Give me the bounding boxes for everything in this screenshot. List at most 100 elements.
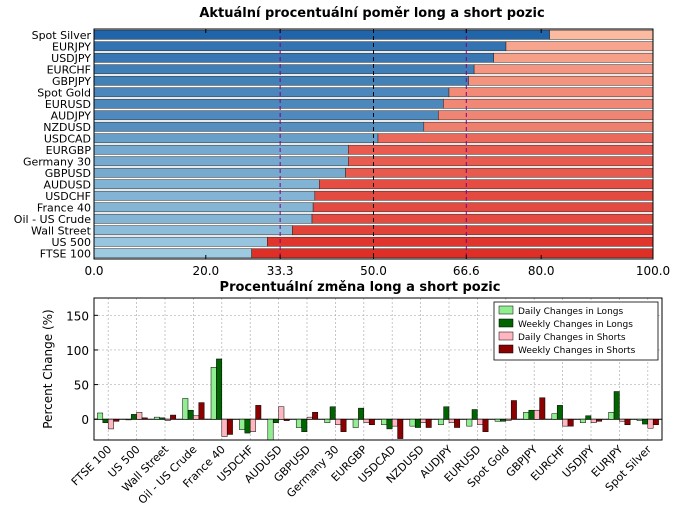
- chart1-reference-lines: [279, 29, 467, 259]
- bar-2-13: [477, 418, 484, 426]
- category-label-14: Spot Gold: [37, 86, 91, 99]
- category-label-17: USDJPY: [51, 52, 91, 65]
- bar-1-12: [443, 406, 450, 420]
- category-label-11: NZDUSD: [43, 121, 91, 134]
- bar-0-16: [551, 413, 558, 420]
- short-bar-16: [473, 64, 654, 75]
- long-bar-19: [93, 29, 550, 40]
- bar-3-3: [198, 402, 205, 420]
- bar-2-15: [533, 409, 540, 420]
- bar-3-14: [510, 400, 517, 420]
- bar-2-3: [193, 415, 200, 420]
- short-bar-9: [348, 144, 654, 155]
- legend-label-0: Daily Changes in Longs: [518, 307, 623, 317]
- chart2-legend: Daily Changes in Longs Weekly Changes in …: [493, 301, 659, 361]
- short-bar-1: [267, 236, 654, 247]
- bar-0-8: [324, 418, 331, 423]
- bar-0-0: [97, 412, 104, 420]
- bar-1-17: [585, 415, 592, 420]
- bar-1-10: [386, 418, 393, 430]
- bar-2-2: [164, 418, 171, 421]
- bar-0-2: [153, 416, 160, 420]
- bar-2-5: [249, 418, 256, 432]
- bar-3-5: [255, 405, 262, 420]
- chart2-title: Procentuální změna long a short pozic: [220, 280, 501, 295]
- category-label-7: GBPUSD: [45, 167, 91, 180]
- bar-0-12: [437, 418, 444, 426]
- bar-3-19: [652, 418, 659, 426]
- bar-0-7: [295, 418, 302, 428]
- bar-1-7: [301, 418, 308, 432]
- bar-2-11: [420, 418, 427, 423]
- bar-0-9: [352, 418, 359, 428]
- category-label-2: Wall Street: [31, 224, 92, 237]
- bar-1-1: [130, 414, 137, 420]
- category-label-15: GBPJPY: [52, 75, 91, 88]
- bar-3-16: [567, 418, 574, 427]
- category-label-3: Oil - US Crude: [14, 213, 91, 226]
- bar-3-15: [539, 397, 546, 420]
- category-label-5: USDCHF: [45, 190, 91, 203]
- bar-0-19: [636, 418, 643, 421]
- legend-label-2: Daily Changes in Shorts: [518, 333, 626, 343]
- bar-3-8: [340, 418, 347, 432]
- bar-0-17: [579, 418, 586, 423]
- bar-0-10: [381, 418, 388, 426]
- bar-3-6: [283, 418, 290, 421]
- chart2-y-axis-label: Percent Change (%): [41, 309, 55, 429]
- x-tick-label-4: 66.6: [453, 264, 480, 278]
- bar-3-7: [312, 412, 319, 420]
- short-bar-7: [345, 167, 654, 178]
- short-bar-0: [251, 248, 654, 259]
- category-label-1: US 500: [51, 236, 91, 249]
- short-bar-5: [314, 190, 654, 201]
- bar-0-5: [239, 418, 246, 430]
- y-tick-label-2: 100: [66, 344, 89, 358]
- bar-0-18: [608, 412, 615, 420]
- bar-2-14: [505, 418, 512, 421]
- short-bar-3: [311, 213, 654, 224]
- x-tick-label-2: 33.3: [267, 264, 294, 278]
- chart1-title: Aktuální procentuální poměr long a short…: [199, 6, 544, 21]
- category-label-9: EURGBP: [46, 144, 92, 157]
- bar-1-11: [414, 418, 421, 428]
- bar-1-0: [102, 418, 109, 423]
- bar-2-4: [221, 418, 228, 437]
- long-bar-2: [93, 225, 293, 236]
- bar-3-13: [482, 418, 489, 432]
- category-label-16: EURCHF: [47, 63, 91, 76]
- legend-swatch-0: [498, 305, 514, 315]
- bar-2-1: [136, 412, 143, 420]
- category-label-8: Germany 30: [23, 155, 91, 168]
- category-label-13: EURUSD: [45, 98, 91, 111]
- bar-2-12: [448, 418, 455, 423]
- bar-1-5: [244, 418, 251, 434]
- bar-2-16: [562, 418, 569, 427]
- short-bar-2: [292, 225, 654, 236]
- long-bar-11: [93, 121, 425, 132]
- bar-0-3: [182, 398, 189, 420]
- long-bar-3: [93, 213, 313, 224]
- bar-2-17: [590, 418, 597, 423]
- bar-1-18: [613, 391, 620, 420]
- bar-2-6: [278, 406, 285, 420]
- chart2-y-ticks: 0 50 100 150: [66, 309, 98, 427]
- short-bar-11: [423, 121, 654, 132]
- chart1-bars: [93, 29, 654, 259]
- bar-1-14: [500, 418, 507, 422]
- short-bar-10: [377, 133, 654, 144]
- x-tick-label-1: 20.0: [192, 264, 219, 278]
- bar-3-18: [624, 418, 631, 426]
- y-tick-label-0: 0: [81, 413, 89, 427]
- category-label-19: Spot Silver: [32, 29, 92, 42]
- long-bar-18: [93, 41, 507, 52]
- bar-1-6: [272, 418, 279, 423]
- bar-1-13: [471, 409, 478, 420]
- long-bar-8: [93, 156, 349, 167]
- chart2: Procentuální změna long a short pozic 0 5…: [41, 280, 663, 507]
- bar-2-8: [335, 418, 342, 426]
- legend-swatch-1: [498, 318, 514, 328]
